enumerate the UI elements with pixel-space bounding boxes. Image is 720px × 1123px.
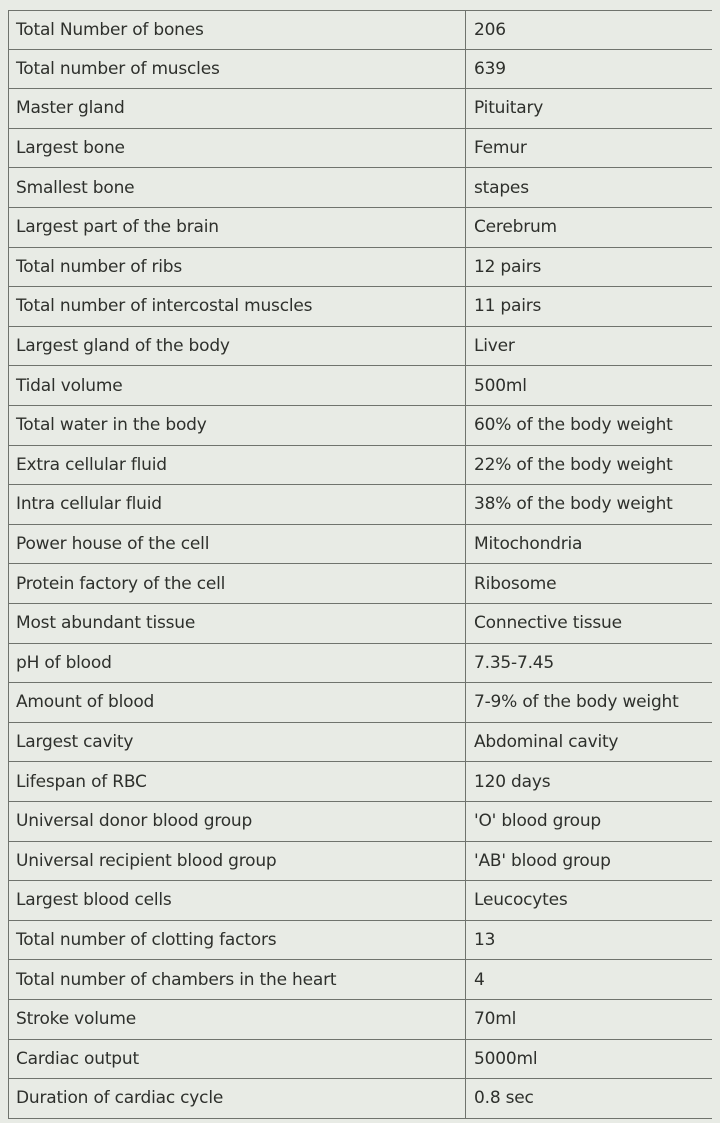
fact-label: Universal donor blood group — [8, 802, 466, 841]
fact-label: Protein factory of the cell — [8, 564, 466, 603]
fact-value: Ribosome — [474, 573, 557, 594]
fact-label: Duration of cardiac cycle — [8, 1079, 466, 1118]
fact-value: 206 — [474, 19, 506, 40]
table-row: Largest bone Femur — [8, 128, 712, 169]
fact-value: 13 — [474, 930, 496, 951]
fact-value: 11 pairs — [474, 296, 542, 317]
table-row: Protein factory of the cell Ribosome — [8, 564, 712, 604]
fact-value: Liver — [474, 336, 515, 357]
fact-value: Abdominal cavity — [474, 732, 619, 753]
fact-value: 5000ml — [474, 1048, 538, 1069]
fact-label: Stroke volume — [8, 1000, 466, 1039]
table-row: Total number of clotting factors 13 — [8, 920, 712, 961]
fact-label: Smallest bone — [8, 168, 466, 207]
fact-label: Total Number of bones — [8, 11, 466, 49]
table-row: Tidal volume 500ml — [8, 366, 712, 406]
table-row: Largest part of the brain Cerebrum — [8, 208, 712, 248]
fact-label: Largest bone — [8, 128, 466, 168]
fact-value: 'AB' blood group — [474, 850, 611, 871]
fact-label: Universal recipient blood group — [8, 841, 466, 881]
table-row: Universal recipient blood group 'AB' bloo… — [8, 841, 712, 882]
fact-value: Femur — [474, 138, 527, 159]
fact-value: Leucocytes — [474, 890, 568, 911]
table-row: Total water in the body 60% of the body w… — [8, 406, 712, 446]
fact-value: 38% of the body weight — [474, 494, 673, 515]
fact-value: 7.35-7.45 — [474, 652, 555, 673]
table-row: Power house of the cell Mitochondria — [8, 524, 712, 565]
fact-label: Power house of the cell — [8, 524, 466, 564]
fact-value: 0.8 sec — [474, 1088, 534, 1109]
fact-label: Total number of chambers in the heart — [8, 960, 466, 999]
fact-value: Connective tissue — [474, 613, 622, 634]
fact-label: Intra cellular fluid — [8, 485, 466, 524]
fact-label: Most abundant tissue — [8, 604, 466, 643]
table-row: Amount of blood 7-9% of the body weight — [8, 683, 712, 723]
fact-label: Cardiac output — [8, 1039, 466, 1079]
table-row: Total number of intercostal muscles 11 pa… — [8, 287, 712, 327]
table-row: Largest blood cells Leucocytes — [8, 881, 712, 921]
fact-value: 639 — [474, 58, 506, 79]
table-row: Stroke volume 70ml — [8, 1000, 712, 1040]
table-row: Most abundant tissue Connective tissue — [8, 604, 712, 644]
fact-value: 12 pairs — [474, 256, 542, 277]
table-row: Master gland Pituitary — [8, 89, 712, 129]
fact-value: 'O' blood group — [474, 811, 602, 832]
table-row: Cardiac output 5000ml — [8, 1039, 712, 1080]
fact-value: 500ml — [474, 375, 527, 396]
fact-label: Total number of clotting factors — [8, 920, 466, 960]
table-row: Lifespan of RBC 120 days — [8, 762, 712, 802]
table-row: Universal donor blood group 'O' blood gro… — [8, 802, 712, 842]
fact-label: Tidal volume — [8, 366, 466, 405]
fact-label: Extra cellular fluid — [8, 445, 466, 485]
fact-value: stapes — [474, 177, 529, 198]
fact-label: pH of blood — [8, 643, 466, 683]
fact-label: Total number of muscles — [8, 49, 466, 89]
fact-value: Mitochondria — [474, 534, 583, 555]
fact-label: Amount of blood — [8, 683, 466, 722]
fact-label: Largest gland of the body — [8, 326, 466, 366]
fact-label: Largest cavity — [8, 722, 466, 762]
table-row: Largest gland of the body Liver — [8, 326, 712, 367]
table-row: Extra cellular fluid 22% of the body weig… — [8, 445, 712, 486]
table-row: Smallest bone stapes — [8, 168, 712, 208]
fact-value: 70ml — [474, 1009, 517, 1030]
table-row: pH of blood 7.35-7.45 — [8, 643, 712, 684]
fact-label: Largest part of the brain — [8, 208, 466, 247]
table-row: Total number of muscles 639 — [8, 49, 712, 90]
fact-value: 120 days — [474, 771, 551, 792]
fact-label: Total number of intercostal muscles — [8, 287, 466, 326]
table-row: Duration of cardiac cycle 0.8 sec — [8, 1079, 712, 1119]
fact-value: Cerebrum — [474, 217, 557, 238]
fact-label: Lifespan of RBC — [8, 762, 466, 801]
table-row: Total number of chambers in the heart 4 — [8, 960, 712, 1000]
table-row: Intra cellular fluid 38% of the body weig… — [8, 485, 712, 525]
fact-label: Largest blood cells — [8, 881, 466, 920]
fact-label: Total number of ribs — [8, 247, 466, 287]
table-row: Largest cavity Abdominal cavity — [8, 722, 712, 763]
table-row: Total number of ribs 12 pairs — [8, 247, 712, 288]
fact-value: 60% of the body weight — [474, 415, 673, 436]
fact-label: Total water in the body — [8, 406, 466, 445]
fact-value: 7-9% of the body weight — [474, 692, 679, 713]
fact-value: Pituitary — [474, 98, 544, 119]
fact-label: Master gland — [8, 89, 466, 128]
table-row: Total Number of bones 206 — [8, 10, 712, 50]
fact-value: 22% of the body weight — [474, 454, 673, 475]
fact-value: 4 — [474, 969, 485, 990]
